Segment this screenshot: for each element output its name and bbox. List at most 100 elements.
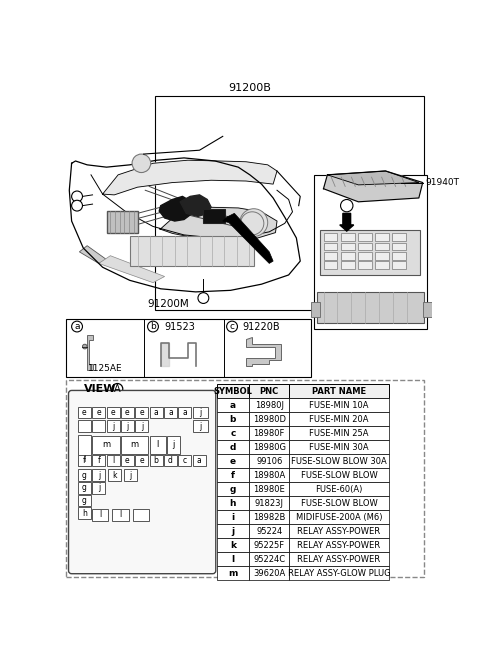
Bar [289,412,389,426]
FancyArrow shape [340,214,354,231]
Circle shape [340,200,353,212]
Text: 99106: 99106 [256,457,282,466]
Text: RELAY ASSY-POWER: RELAY ASSY-POWER [298,555,381,564]
Text: RELAY ASSY-POWER: RELAY ASSY-POWER [298,541,381,550]
Bar [375,261,389,269]
Bar [324,252,337,259]
Bar [289,496,389,510]
Bar [149,455,163,466]
Bar [66,381,424,577]
Bar [107,421,120,432]
Bar [340,252,355,259]
Bar [324,242,337,250]
Text: j: j [141,422,143,431]
Bar [164,455,177,466]
Bar [324,233,337,241]
Text: RELAY ASSY-GLOW PLUG: RELAY ASSY-GLOW PLUG [288,569,390,578]
Text: m: m [131,440,139,449]
Bar [155,96,424,310]
Bar [249,455,289,468]
Text: PART NAME: PART NAME [312,387,366,396]
Bar [112,509,129,521]
Text: e: e [230,457,236,466]
Text: FUSE-MIN 30A: FUSE-MIN 30A [309,443,369,452]
Bar [92,509,108,521]
Text: b: b [150,322,156,331]
Text: RELAY ASSY-POWER: RELAY ASSY-POWER [298,527,381,536]
Text: g: g [82,483,87,493]
Bar [289,455,389,468]
Text: 91200B: 91200B [228,83,271,93]
Bar [124,470,137,481]
Bar [392,233,406,241]
Text: e: e [140,408,144,417]
Bar [289,567,389,580]
Bar [92,455,105,466]
Text: b: b [74,201,80,210]
Circle shape [240,212,264,235]
Bar [78,508,91,519]
Bar [249,398,289,412]
Text: g: g [82,471,87,479]
Bar [392,242,406,250]
Circle shape [72,191,83,202]
Bar [178,407,192,418]
Polygon shape [103,160,277,195]
Text: 95224C: 95224C [253,555,285,564]
Text: SYMBOL: SYMBOL [214,387,252,396]
Text: l: l [112,456,114,465]
Text: j: j [199,408,202,417]
Bar [78,421,91,432]
Bar [108,470,121,481]
Polygon shape [324,171,423,202]
Text: MIDIFUSE-200A (M6): MIDIFUSE-200A (M6) [296,513,382,522]
Text: j: j [97,483,100,493]
Text: b: b [154,456,158,465]
Bar [289,525,389,538]
Bar [78,435,91,466]
Bar [216,496,249,510]
Text: a: a [74,192,80,201]
Bar [133,509,149,521]
Text: a: a [197,456,202,465]
Text: A: A [344,201,350,210]
Text: FUSE-SLOW BLOW: FUSE-SLOW BLOW [300,471,377,480]
Text: e: e [82,408,87,417]
Circle shape [83,345,87,349]
Bar [216,567,249,580]
Polygon shape [159,207,277,240]
Text: a: a [154,408,158,417]
Text: a: a [74,322,80,331]
Bar [320,231,420,275]
Text: 1125AE: 1125AE [88,364,122,373]
Polygon shape [223,214,273,263]
Text: 91823J: 91823J [255,499,284,508]
Text: f: f [97,456,100,465]
Text: FUSE-SLOW BLOW 30A: FUSE-SLOW BLOW 30A [291,457,387,466]
Text: i: i [231,513,234,522]
FancyBboxPatch shape [69,390,216,574]
Circle shape [72,200,83,211]
Text: c: c [201,293,206,303]
Circle shape [240,209,268,236]
Text: b: b [229,415,236,424]
Text: f: f [231,471,235,480]
Bar [78,470,91,481]
Bar [289,552,389,567]
Bar [216,525,249,538]
Text: j: j [130,471,132,479]
Bar [135,407,148,418]
Text: 18980G: 18980G [253,443,286,452]
Text: k: k [112,471,117,479]
Text: d: d [168,456,173,465]
Bar [289,426,389,440]
Bar [78,495,91,506]
Text: j: j [97,471,100,479]
Text: FUSE-MIN 25A: FUSE-MIN 25A [309,429,369,438]
Text: j: j [112,422,114,431]
Bar [121,455,134,466]
Bar [249,384,289,398]
Text: 95225F: 95225F [254,541,285,550]
Text: g: g [229,485,236,494]
Text: a: a [230,401,236,410]
